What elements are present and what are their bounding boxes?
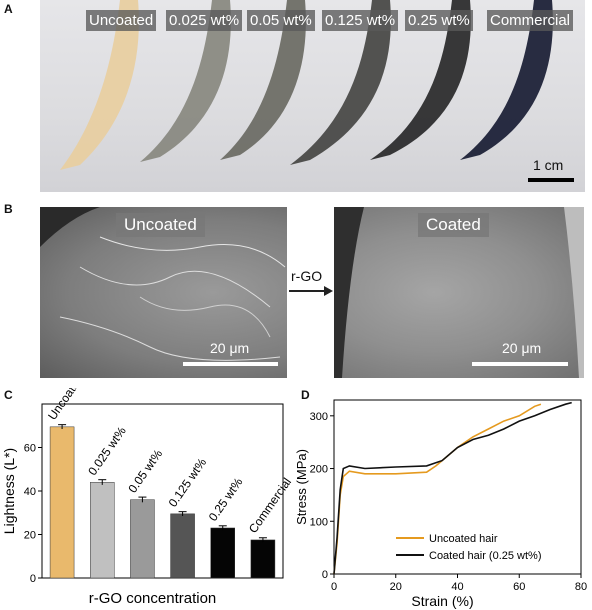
hair-strand-0 [60, 0, 139, 170]
chart-d-legend-label-0: Uncoated hair [429, 533, 498, 545]
sem-coated-scale-bar [472, 362, 568, 366]
chart-c-frame [41, 403, 284, 579]
sem-uncoated-scale-label: 20 μm [210, 340, 250, 356]
chart-d-series-line-0 [333, 403, 542, 575]
panel-letter-c: C [4, 388, 13, 402]
chart-c-bar-4 [210, 527, 235, 579]
chart-d-xlabel: Strain (%) [411, 593, 473, 609]
panel-letter-d: D [301, 388, 310, 402]
chart-d-ytick-label-0: 0 [322, 569, 328, 581]
sem-uncoated-texture [40, 207, 286, 378]
chart-d-series-line-1 [333, 401, 572, 575]
chart-d-legend-label-1: Coated hair (0.25 wt%) [429, 550, 542, 562]
chart-d-ylabel: Stress (MPa) [296, 449, 309, 525]
photo-label-025: 0.25 wt% [405, 10, 473, 31]
photo-label-uncoated: Uncoated [86, 10, 157, 31]
photo-scale-label: 1 cm [533, 157, 564, 173]
sem-uncoated-label: Uncoated [116, 213, 205, 237]
chart-c-bar-5 [250, 539, 276, 579]
chart-c-bar-2 [130, 499, 155, 579]
photo-scale-bar [528, 178, 574, 182]
chart-d-xtick-label-0: 0 [331, 581, 337, 593]
hair-strand-2 [220, 0, 306, 160]
chart-d-xtick-label-3: 60 [513, 581, 525, 593]
chart-d-ytick-label-1: 100 [310, 516, 328, 528]
sem-coated-texture [334, 207, 584, 378]
hair-strand-3 [290, 0, 391, 165]
chart-c-ytick-label-1: 20 [24, 530, 36, 542]
chart-c-bar-1 [90, 482, 115, 579]
chart-d-frame [333, 399, 582, 575]
chart-c-bar-label-2: 0.05 wt% [125, 447, 165, 496]
chart-c-bar-label-1: 0.025 wt% [85, 424, 129, 478]
sem-uncoated-scale-bar [183, 362, 278, 366]
sem-coated-label: Coated [418, 213, 489, 237]
sem-uncoated-image: Uncoated 20 μm [40, 207, 287, 378]
chart-c-ytick-label-0: 0 [30, 573, 36, 585]
photo-label-commercial: Commercial [487, 10, 574, 31]
chart-c-bar-3 [170, 513, 195, 579]
sem-coated-scale-label: 20 μm [502, 340, 542, 356]
chart-c-bar-0 [49, 426, 75, 579]
chart-c-ytick-label-3: 60 [24, 443, 36, 455]
chart-d-xtick-label-1: 20 [390, 581, 402, 593]
chart-c-ylabel: Lightness (L*) [1, 448, 17, 534]
stress-strain-chart: 0 20 40 60 80 0 100 200 300 Uncoated hair Coated h… [296, 399, 587, 609]
panel-letter-b: B [4, 202, 13, 216]
chart-c-ytick-label-2: 40 [24, 486, 36, 498]
sem-coated-image: Coated 20 μm [334, 207, 584, 378]
chart-d-xtick-label-2: 40 [451, 581, 463, 593]
hair-photo: Uncoated 0.025 wt% 0.05 wt% 0.125 wt% 0.… [40, 0, 585, 192]
photo-label-0025: 0.025 wt% [166, 10, 243, 31]
chart-d-ytick-label-2: 200 [310, 464, 328, 476]
chart-d-xtick-label-4: 80 [575, 581, 587, 593]
hair-strand-1 [140, 0, 231, 162]
panel-letter-a: A [4, 2, 13, 16]
rgo-arrow-icon [289, 286, 333, 296]
chart-c-bar-label-3: 0.125 wt% [166, 455, 210, 509]
hair-strand-5 [460, 0, 553, 160]
chart-c-bar-label-0: Uncoated [45, 388, 86, 423]
photo-label-005: 0.05 wt% [247, 10, 315, 31]
chart-c-bar-label-5: Commercial [246, 475, 294, 535]
chart-d-ytick-label-3: 300 [310, 411, 328, 423]
rgo-arrow-label: r-GO [291, 268, 323, 284]
chart-c-xlabel: r-GO concentration [89, 590, 217, 607]
photo-label-0125: 0.125 wt% [322, 10, 399, 31]
chart-c-bar-label-4: 0.25 wt% [206, 475, 246, 524]
